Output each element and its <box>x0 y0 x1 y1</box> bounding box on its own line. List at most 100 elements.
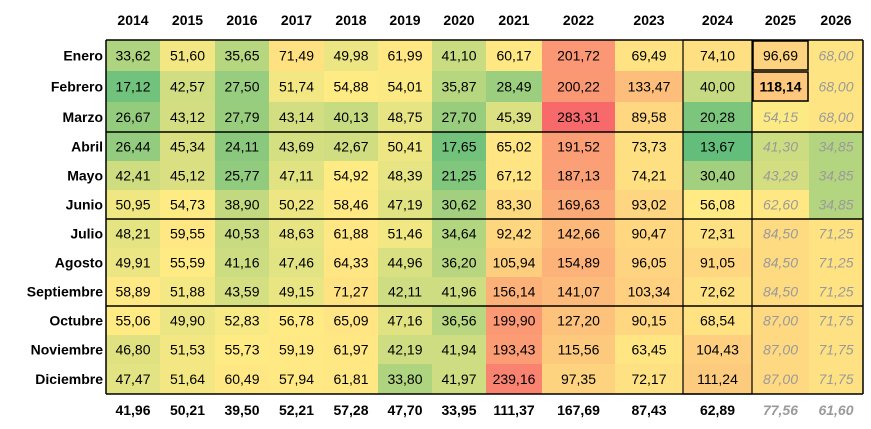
heat-cell <box>324 40 378 71</box>
cell-value: 56,08 <box>700 197 735 213</box>
cell-value: 71,75 <box>818 342 853 358</box>
heat-cell <box>269 102 324 132</box>
cell-value: 68,00 <box>818 79 853 95</box>
cell-value: 47,16 <box>387 313 422 329</box>
cell-value: 50,22 <box>279 197 314 213</box>
cell-value: 72,62 <box>700 284 735 300</box>
heat-cell <box>269 364 324 394</box>
heat-cell <box>106 132 160 161</box>
heat-cell <box>486 71 542 102</box>
heat-cell <box>432 364 486 394</box>
heat-cell <box>542 248 615 277</box>
year-header: 2022 <box>563 12 594 28</box>
cell-value: 68,00 <box>818 109 853 125</box>
annual-average: 77,56 <box>763 402 798 418</box>
heat-cell <box>752 71 809 102</box>
heat-cell <box>615 335 683 364</box>
annual-average: 61,60 <box>818 402 853 418</box>
heat-cell <box>160 40 215 71</box>
heat-cell <box>106 40 160 71</box>
cell-value: 142,66 <box>557 226 600 242</box>
year-header: 2026 <box>820 12 851 28</box>
heat-cell <box>683 335 752 364</box>
heat-cell <box>486 132 542 161</box>
cell-value: 64,33 <box>333 255 368 271</box>
month-label: Octubre <box>49 313 103 329</box>
cell-value: 35,87 <box>441 79 476 95</box>
cell-value: 54,88 <box>333 79 368 95</box>
cell-value: 72,17 <box>631 371 666 387</box>
heat-cell <box>324 219 378 248</box>
heat-cell <box>324 102 378 132</box>
cell-value: 283,31 <box>557 109 600 125</box>
heat-cell <box>809 40 863 71</box>
heat-cell <box>809 190 863 219</box>
cell-value: 54,15 <box>763 109 798 125</box>
heat-cell <box>809 219 863 248</box>
cell-value: 43,12 <box>170 109 205 125</box>
heat-cell <box>215 219 269 248</box>
cell-value: 69,49 <box>631 48 666 64</box>
cell-value: 201,72 <box>557 48 600 64</box>
cell-value: 58,46 <box>333 197 368 213</box>
cell-value: 72,31 <box>700 226 735 242</box>
cell-value: 87,00 <box>763 371 798 387</box>
heat-cell <box>160 248 215 277</box>
heat-cell <box>486 219 542 248</box>
heat-cell <box>542 364 615 394</box>
cell-value: 61,88 <box>333 226 368 242</box>
heat-cell <box>378 248 432 277</box>
cell-value: 47,47 <box>115 371 150 387</box>
heat-cell <box>683 40 752 71</box>
cell-value: 89,58 <box>631 109 666 125</box>
heat-cell <box>106 190 160 219</box>
cell-value: 33,80 <box>387 371 422 387</box>
month-label: Enero <box>63 48 103 64</box>
month-label: Agosto <box>55 255 103 271</box>
month-label: Febrero <box>51 79 103 95</box>
heat-cell <box>542 102 615 132</box>
heat-cell <box>215 335 269 364</box>
year-header: 2024 <box>702 12 733 28</box>
cell-value: 74,21 <box>631 168 666 184</box>
cell-value: 191,52 <box>557 139 600 155</box>
cell-value: 28,49 <box>496 79 531 95</box>
heat-cell <box>683 364 752 394</box>
month-label: Diciembre <box>35 371 103 387</box>
annual-average: 47,70 <box>387 402 422 418</box>
year-header: 2020 <box>443 12 474 28</box>
heat-cell <box>378 132 432 161</box>
heat-cell <box>809 364 863 394</box>
heat-cell <box>324 364 378 394</box>
cell-value: 41,10 <box>441 48 476 64</box>
cell-value: 51,53 <box>170 342 205 358</box>
cell-value: 115,56 <box>558 342 600 358</box>
cell-value: 47,46 <box>279 255 314 271</box>
cell-value: 54,01 <box>387 79 422 95</box>
month-label: Julio <box>70 226 103 242</box>
cell-value: 43,29 <box>763 168 798 184</box>
cell-value: 41,97 <box>441 371 476 387</box>
cell-value: 83,30 <box>496 197 531 213</box>
cell-value: 21,25 <box>441 168 476 184</box>
heat-cell <box>269 248 324 277</box>
heat-cell <box>160 102 215 132</box>
cell-value: 26,67 <box>115 109 150 125</box>
year-2024-box <box>682 39 753 395</box>
cell-value: 71,25 <box>818 255 853 271</box>
cell-value: 50,41 <box>387 139 422 155</box>
cell-value: 27,79 <box>224 109 259 125</box>
cell-value: 40,53 <box>224 226 259 242</box>
cell-value: 42,41 <box>115 168 150 184</box>
heat-cell <box>269 306 324 335</box>
month-label: Mayo <box>67 168 103 184</box>
heat-cell <box>809 277 863 306</box>
cell-value: 104,43 <box>696 342 739 358</box>
month-label: Noviembre <box>31 342 104 358</box>
heat-cell <box>683 248 752 277</box>
cell-value: 43,59 <box>224 284 259 300</box>
cell-value: 103,34 <box>628 284 671 300</box>
cell-value: 34,64 <box>441 226 476 242</box>
cell-value: 87,00 <box>763 313 798 329</box>
cell-value: 30,40 <box>700 168 735 184</box>
